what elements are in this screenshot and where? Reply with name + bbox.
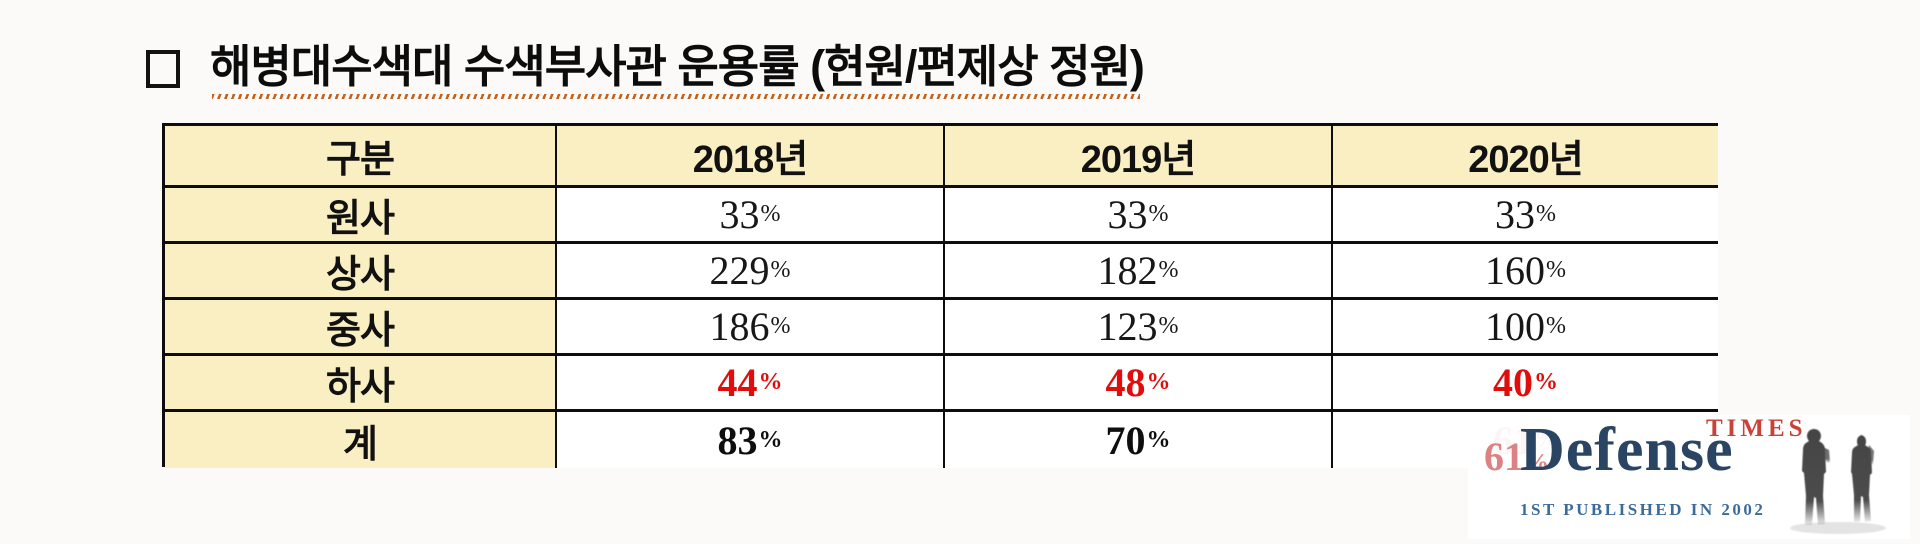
column-header: 2020년 (1333, 126, 1718, 188)
table-cell: 40% (1333, 356, 1718, 412)
watermark-times-text: TIMES (1706, 415, 1807, 442)
page-title: 해병대수색대 수색부사관 운용률 (현원/편제상 정원) (210, 41, 1145, 98)
table-cell: 229% (557, 244, 945, 300)
defense-times-watermark: 61% Defense TIMES 1ST PUBLISHED IN 2002 (1468, 415, 1910, 539)
column-header: 2018년 (557, 126, 945, 188)
rate-table: 구분 2018년 2019년 2020년 원사 33% 33% 33% 상사 2… (162, 123, 1718, 468)
table-cell: 123% (945, 300, 1333, 356)
table-cell: 33% (1333, 188, 1718, 244)
table-cell: 70% (945, 412, 1333, 468)
watermark-brand-text: Defense (1520, 416, 1734, 484)
table-cell: 44% (557, 356, 945, 412)
table-cell: 48% (945, 356, 1333, 412)
column-header: 2019년 (945, 126, 1333, 188)
row-label: 계 (165, 412, 557, 468)
obscured-total-value: 61% (1484, 434, 1549, 479)
document-title-row: 해병대수색대 수색부사관 운용률 (현원/편제상 정원) (146, 41, 1145, 98)
table-cell: 33% (945, 188, 1333, 244)
table-cell: 100% (1333, 300, 1718, 356)
table-cell: 83% (557, 412, 945, 468)
column-header: 구분 (165, 126, 557, 188)
table-cell: 33% (557, 188, 945, 244)
table-cell: 160% (1333, 244, 1718, 300)
checkbox-bullet-icon (146, 49, 180, 88)
table-cell: 186% (557, 300, 945, 356)
row-label: 중사 (165, 300, 557, 356)
table-cell: 182% (945, 244, 1333, 300)
row-label: 하사 (165, 356, 557, 412)
row-label: 원사 (165, 188, 557, 244)
row-label: 상사 (165, 244, 557, 300)
soldiers-silhouette-icon (1790, 429, 1886, 534)
watermark-tagline-text: 1ST PUBLISHED IN 2002 (1520, 500, 1766, 519)
